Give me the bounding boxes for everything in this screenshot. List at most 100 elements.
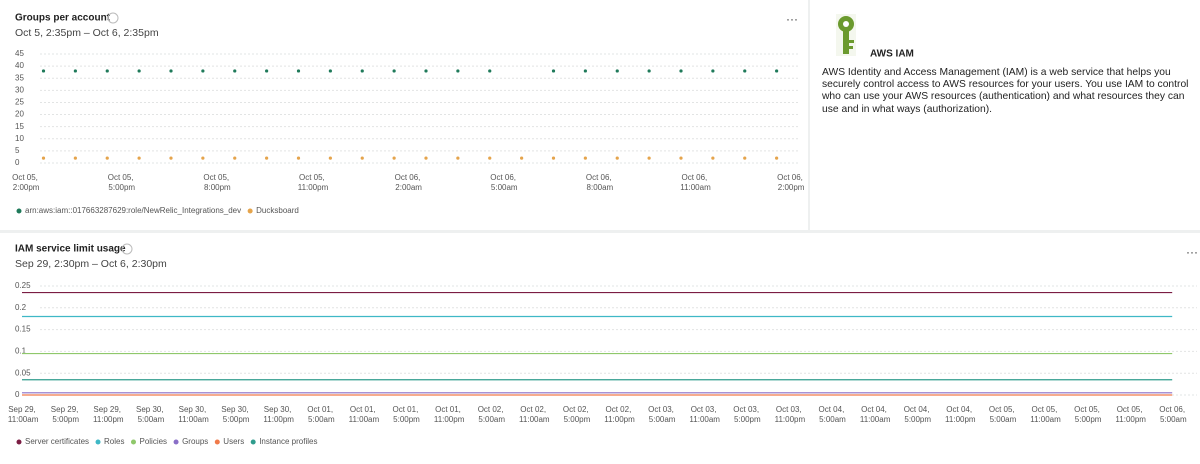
- info-icon[interactable]: [107, 12, 119, 24]
- y-tick-label: 0.25: [15, 281, 31, 290]
- legend-label[interactable]: Groups: [182, 437, 208, 446]
- x-tick-label-line: Oct 03,: [648, 405, 674, 414]
- x-tick-label-line: 5:00am: [647, 415, 676, 424]
- x-tick-label: Oct 05, 5:00am: [987, 405, 1016, 424]
- point: [488, 69, 492, 73]
- legend-marker: [214, 439, 220, 445]
- x-tick-label-line: Oct 03,: [733, 405, 759, 414]
- point: [265, 69, 269, 73]
- y-tick-label: 0.15: [15, 325, 31, 334]
- x-tick-label-line: Oct 01,: [435, 405, 461, 414]
- x-tick-label-line: 5:00pm: [50, 415, 79, 424]
- x-tick-label-line: 5:00pm: [221, 415, 250, 424]
- legend-marker: [247, 208, 253, 214]
- x-tick-label-line: 8:00pm: [202, 183, 231, 192]
- chart-subtitle: Sep 29, 2:30pm – Oct 6, 2:30pm: [15, 258, 167, 270]
- x-tick-label: Oct 03, 11:00am: [687, 405, 720, 424]
- y-tick-label: 5: [15, 146, 20, 155]
- x-tick-label-line: 11:00pm: [91, 415, 124, 424]
- legend-label[interactable]: Roles: [104, 437, 124, 446]
- x-tick-label: Oct 03, 5:00am: [647, 405, 676, 424]
- legend-label[interactable]: Server certificates: [25, 437, 89, 446]
- point: [137, 156, 141, 160]
- point: [296, 156, 301, 160]
- point: [73, 156, 77, 160]
- x-tick-label-line: 11:00am: [858, 415, 891, 424]
- y-tick-label: 35: [15, 73, 24, 82]
- x-tick-label-line: 5:00pm: [902, 415, 931, 424]
- point: [583, 156, 587, 160]
- x-tick-label-line: Oct 06,: [681, 173, 707, 182]
- x-tick-label: Oct 06, 2:00pm: [776, 173, 805, 192]
- x-tick-label-line: Oct 06,: [777, 173, 803, 182]
- x-tick-label-line: 11:00pm: [432, 415, 465, 424]
- x-tick-label-line: Sep 30,: [179, 405, 207, 414]
- point: [615, 69, 619, 73]
- legend-label[interactable]: Users: [223, 437, 244, 446]
- menu-button[interactable]: ···: [786, 12, 798, 26]
- point: [647, 69, 651, 73]
- point: [775, 69, 779, 73]
- y-tick-label: 25: [15, 98, 24, 107]
- info-icon[interactable]: [121, 243, 133, 255]
- x-tick-label-line: 11:00am: [176, 415, 209, 424]
- x-tick-label-line: Oct 05,: [1032, 405, 1058, 414]
- point: [169, 69, 173, 73]
- point: [520, 156, 524, 160]
- x-tick-label-line: 11:00am: [1028, 415, 1061, 424]
- legend-marker: [173, 439, 179, 445]
- menu-button[interactable]: ···: [1186, 245, 1198, 259]
- legend-label[interactable]: arn:aws:iam::017663287629:role/NewRelic_…: [25, 206, 241, 215]
- point: [41, 156, 46, 160]
- point: [679, 156, 683, 160]
- x-tick-label-line: 5:00am: [476, 415, 505, 424]
- x-tick-label: Sep 30, 11:00pm: [261, 405, 294, 424]
- x-tick-label: Oct 06, 11:00am: [678, 173, 711, 192]
- x-tick-label-line: Sep 30,: [136, 405, 164, 414]
- x-tick-label: Oct 01, 11:00pm: [432, 405, 465, 424]
- x-tick-label: Sep 29, 11:00am: [6, 405, 39, 424]
- point: [360, 156, 364, 160]
- point: [169, 156, 173, 160]
- x-tick-label-line: 5:00pm: [1073, 415, 1102, 424]
- x-tick-label-line: Oct 06,: [395, 173, 421, 182]
- point: [296, 69, 301, 73]
- legend-label[interactable]: Policies: [139, 437, 167, 446]
- point: [551, 156, 556, 160]
- x-tick-label-line: 5:00am: [135, 415, 164, 424]
- aws-iam-icon: [836, 14, 856, 56]
- x-tick-label-line: 11:00pm: [772, 415, 805, 424]
- legend-marker: [95, 439, 101, 445]
- y-tick-label: 0.05: [15, 368, 31, 377]
- x-tick-label-line: Sep 29,: [93, 405, 121, 414]
- point: [775, 156, 779, 160]
- x-tick-label-line: Oct 02,: [478, 405, 504, 414]
- x-tick-label-line: 5:00pm: [732, 415, 761, 424]
- x-tick-label-line: Oct 02,: [520, 405, 546, 414]
- x-tick-label: Sep 30, 11:00am: [176, 405, 209, 424]
- x-tick-label-line: 2:00pm: [11, 183, 40, 192]
- legend-label[interactable]: Ducksboard: [256, 206, 299, 215]
- y-tick-label: 20: [15, 110, 24, 119]
- y-tick-label: 30: [15, 85, 24, 94]
- point: [743, 69, 747, 73]
- x-tick-label-line: 2:00am: [393, 183, 422, 192]
- point: [105, 69, 109, 73]
- point: [679, 69, 683, 73]
- panel-title: AWS IAM: [870, 49, 914, 60]
- x-tick-label-line: Oct 05,: [12, 173, 38, 182]
- point: [233, 156, 237, 160]
- chart-title: IAM service limit usage: [15, 244, 126, 255]
- x-tick-label: Oct 06, 5:00am: [1158, 405, 1187, 424]
- x-tick-label: Sep 29, 11:00pm: [91, 405, 124, 424]
- x-tick-label-line: Sep 29,: [8, 405, 36, 414]
- point: [360, 69, 364, 73]
- x-tick-label-line: Oct 01,: [393, 405, 419, 414]
- point: [424, 69, 428, 73]
- x-tick-label-line: 5:00pm: [391, 415, 420, 424]
- legend-label[interactable]: Instance profiles: [259, 437, 317, 446]
- x-tick-label-line: 11:00am: [346, 415, 379, 424]
- point: [73, 69, 77, 73]
- point: [488, 156, 492, 160]
